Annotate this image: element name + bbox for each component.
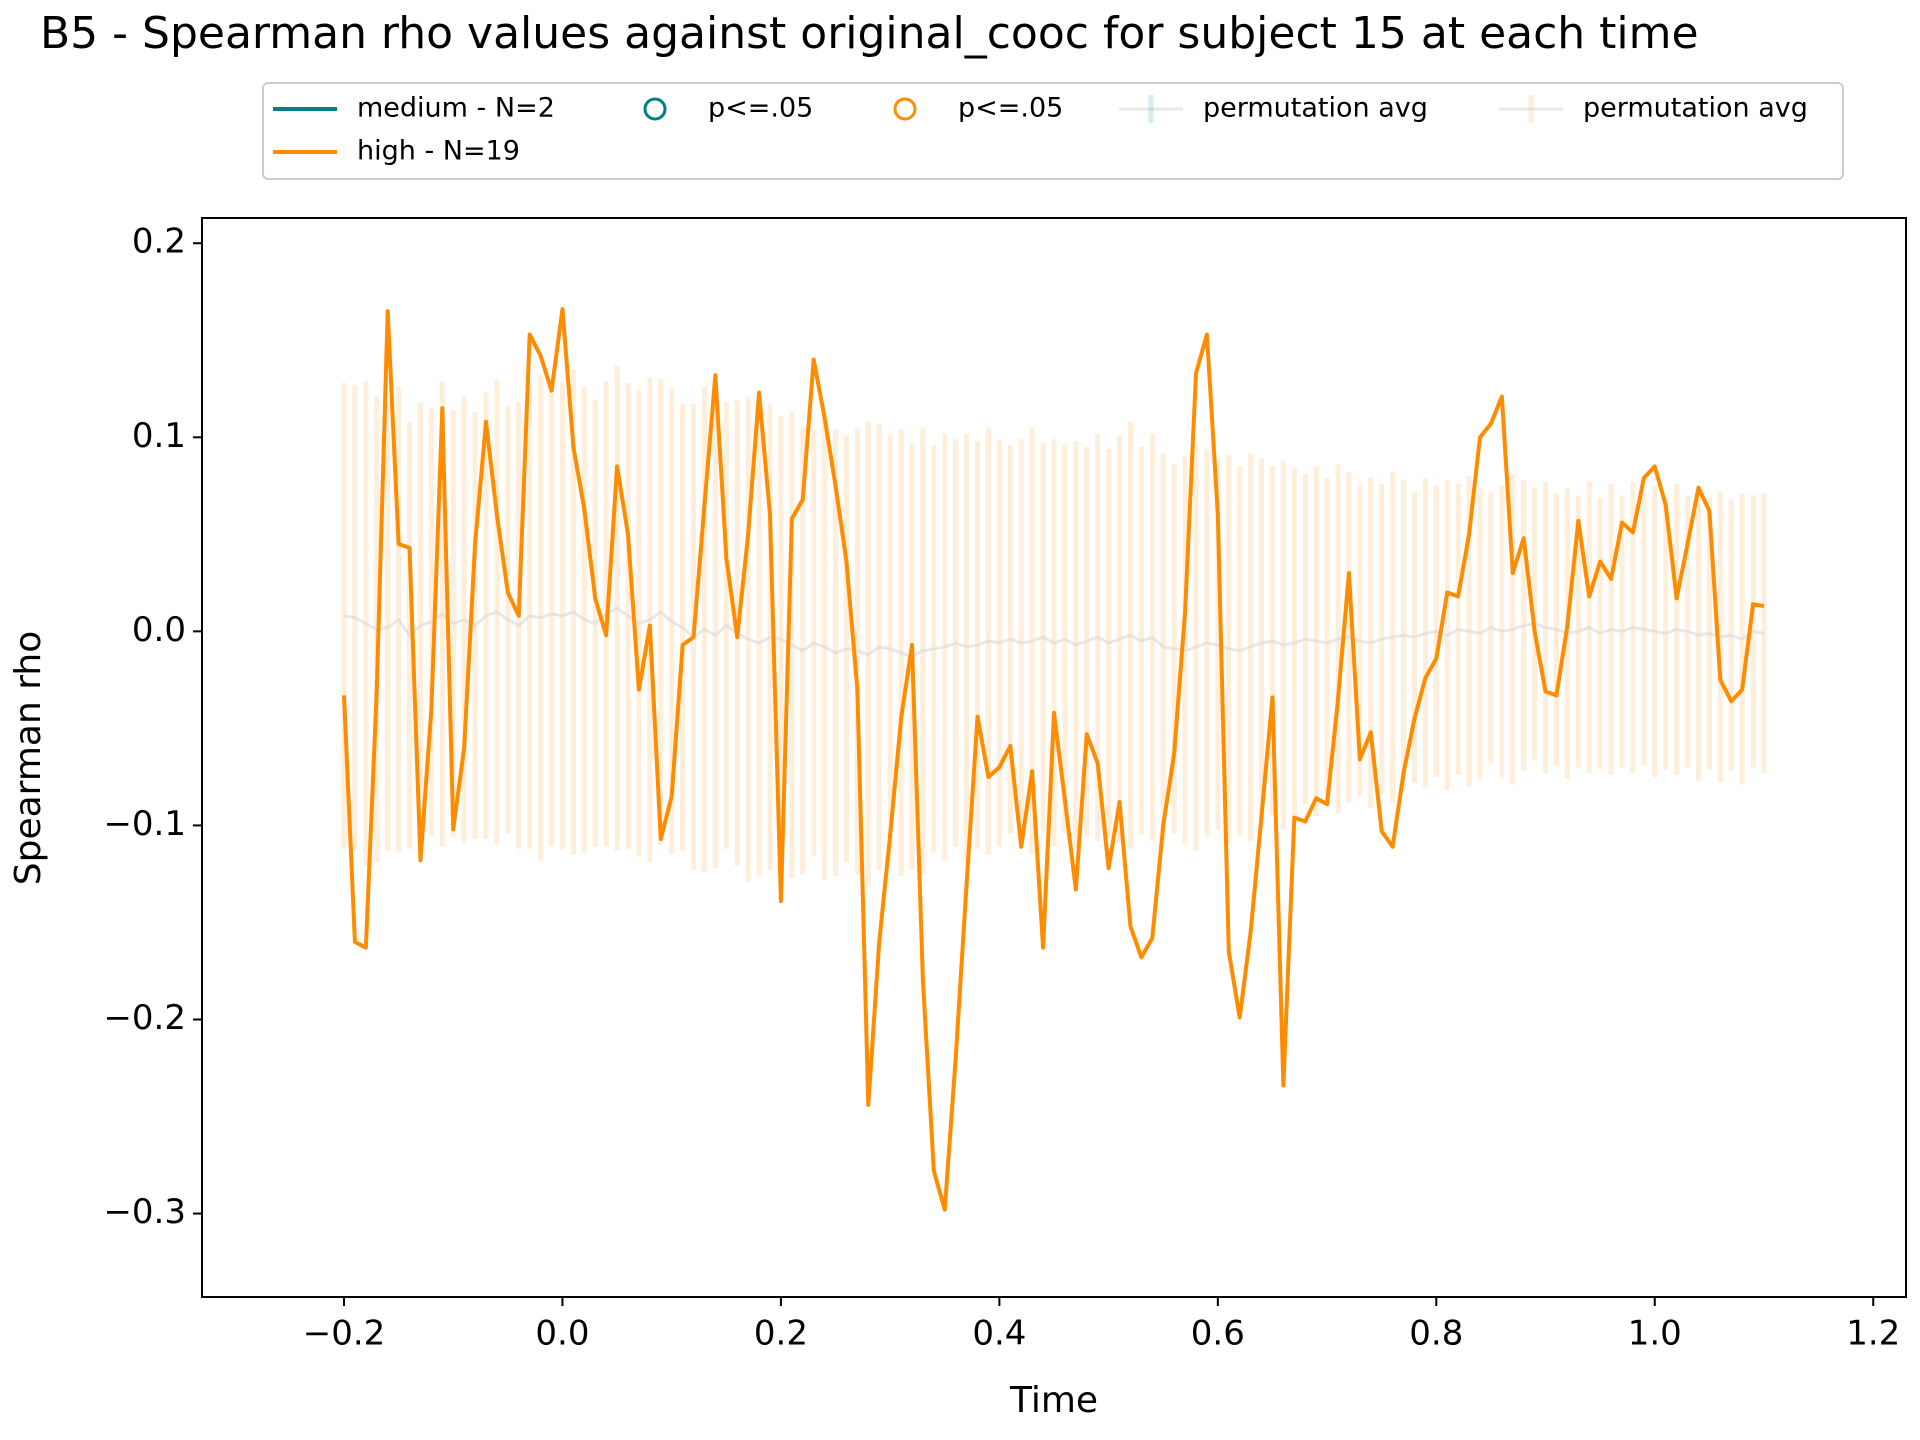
legend-label: permutation avg [1203,93,1428,124]
legend-label: medium - N=2 [357,93,555,124]
legend-label: p<=.05 [958,93,1063,124]
x-axis-label: Time [1009,1380,1098,1421]
legend-circle [893,97,917,121]
legend-label: high - N=19 [357,136,520,167]
y-tick-label: 0.2 [132,222,186,262]
x-tick-label: 0.0 [535,1314,589,1354]
y-tick-label: 0.1 [132,416,186,456]
legend-label: permutation avg [1583,93,1808,124]
x-tick-label: −0.2 [303,1314,386,1354]
legend-box [262,82,1844,180]
y-tick-label: −0.2 [103,998,186,1038]
permutation-avg-line [343,606,1765,659]
x-tick-label: 0.2 [754,1314,808,1354]
y-tick-label: 0.0 [132,610,186,650]
series-line [342,307,1765,1212]
x-tick-label: 0.4 [972,1314,1026,1354]
x-tick-label: 0.6 [1191,1314,1245,1354]
y-tick-label: −0.3 [103,1192,186,1232]
x-tick-label: 1.2 [1846,1314,1900,1354]
x-tick-label: 1.0 [1628,1314,1682,1354]
y-axis-label: Spearman rho [8,631,49,885]
legend-circle [643,97,667,121]
y-tick-label: −0.1 [103,804,186,844]
plot-frame [201,217,1907,1298]
x-tick-label: 0.8 [1409,1314,1463,1354]
legend-label: p<=.05 [708,93,813,124]
chart-title: B5 - Spearman rho values against origina… [40,8,1699,59]
